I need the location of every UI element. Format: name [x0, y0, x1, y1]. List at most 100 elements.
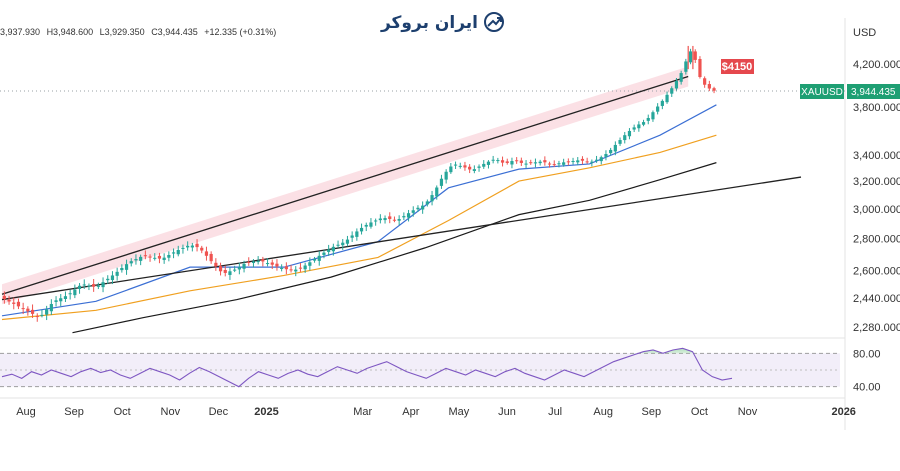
candle-body — [228, 271, 232, 275]
candle-body — [181, 247, 185, 249]
candle-body — [218, 266, 223, 272]
candle-body — [543, 160, 547, 163]
candle-body — [510, 161, 514, 165]
candle-body — [251, 261, 256, 263]
candle-body — [646, 117, 650, 121]
ohlc-readout: 3,937.930 H3,948.600 L3,929.350 C3,944.4… — [0, 27, 276, 37]
candle-body — [618, 140, 622, 144]
candle-body — [200, 247, 204, 251]
candle-body — [242, 263, 246, 269]
candle-body — [35, 316, 39, 318]
candle-body — [529, 162, 533, 164]
candle-body — [176, 249, 180, 255]
candle-body — [327, 249, 331, 252]
price-axis: 2,280.000 2,440.000 2,600.000 2,800.000 3,00… — [853, 59, 900, 334]
candle-body — [712, 88, 716, 91]
candle-body — [533, 162, 538, 164]
candle-body — [477, 166, 481, 168]
candle-body — [331, 246, 335, 252]
time-tick-label: Jul — [548, 406, 562, 418]
candle-body — [275, 263, 279, 267]
candle-body — [421, 205, 425, 210]
candle-body — [594, 159, 599, 161]
moving-average-ma200 — [72, 162, 717, 334]
time-tick-label: Oct — [691, 406, 708, 418]
candle-body — [698, 58, 702, 78]
candle-body — [679, 73, 683, 82]
candle-body — [26, 308, 30, 312]
candle-body — [312, 259, 317, 261]
candle-body — [641, 122, 646, 125]
candle-body — [425, 201, 429, 205]
candle-body — [322, 252, 326, 255]
time-tick-label: Nov — [161, 406, 181, 418]
annotation-box — [721, 59, 754, 74]
candle-body — [45, 309, 49, 315]
rsi-overbought-fill — [633, 348, 693, 355]
candle-body — [411, 210, 415, 213]
candle-body — [463, 165, 467, 168]
candle-body — [519, 160, 523, 163]
candle-body — [491, 159, 495, 161]
candle-body — [670, 88, 674, 94]
candle-body — [388, 216, 392, 220]
candle-body — [12, 302, 16, 304]
candle-body — [453, 164, 458, 166]
time-tick-label: Aug — [593, 406, 613, 418]
candle-body — [59, 298, 63, 302]
candle-body — [472, 169, 476, 171]
candle-body — [7, 299, 11, 302]
rsi-level-label: 40.00 — [853, 382, 881, 394]
candle-body — [590, 161, 594, 163]
candle-body — [482, 163, 486, 167]
candle-body — [627, 130, 632, 137]
price-tick-label: 2,600.000 — [853, 265, 900, 277]
candle-body — [576, 160, 580, 163]
price-tick-label: 3,000.000 — [853, 204, 900, 216]
moving-average-ma50 — [1, 104, 717, 317]
candle-body — [115, 271, 119, 276]
candle-body — [110, 275, 115, 281]
candle-body — [486, 161, 491, 165]
candle-body — [73, 289, 77, 296]
annotation-text: $4150 — [722, 61, 753, 73]
candle-body — [186, 245, 190, 248]
price-annotation: $4150 — [721, 59, 754, 74]
price-pane — [0, 45, 845, 334]
candle-body — [374, 220, 378, 222]
candle-body — [195, 243, 199, 248]
candle-body — [703, 78, 707, 85]
candle-body — [402, 216, 406, 218]
time-tick-label: Mar — [353, 406, 372, 418]
time-tick-label: Aug — [16, 406, 36, 418]
candle-body — [2, 295, 6, 300]
candle-body — [439, 178, 444, 186]
candle-body — [684, 61, 688, 72]
candle-body — [369, 222, 373, 227]
candle-body — [350, 235, 354, 238]
time-tick-label: Nov — [738, 406, 758, 418]
trendline-channel-upper — [1, 75, 689, 295]
candle-body — [557, 163, 561, 165]
time-tick-label: Sep — [642, 406, 662, 418]
brand-name: ایران بروکر — [380, 13, 478, 33]
price-tick-label: 4,200.000 — [853, 59, 900, 71]
candle-body — [143, 255, 147, 257]
candle-body — [566, 161, 570, 163]
time-tick-label: Sep — [64, 406, 84, 418]
candle-body — [153, 257, 157, 259]
candle-body — [336, 244, 340, 246]
candle-body — [444, 171, 448, 180]
candle-body — [613, 144, 617, 152]
trendline-support-lower — [1, 176, 802, 301]
candle-body — [134, 259, 138, 261]
candle-body — [585, 161, 589, 163]
candle-body — [129, 261, 133, 264]
time-axis: Aug Sep Oct Nov Dec 2025 Mar Apr May Jun Jul Aug Sep… — [16, 406, 856, 418]
last-price-text: 3,944.435 — [851, 87, 896, 98]
candle-body — [458, 165, 462, 167]
candle-body — [92, 284, 96, 287]
candle-body — [157, 255, 162, 259]
candle-body — [270, 262, 274, 265]
candle-body — [280, 267, 284, 269]
